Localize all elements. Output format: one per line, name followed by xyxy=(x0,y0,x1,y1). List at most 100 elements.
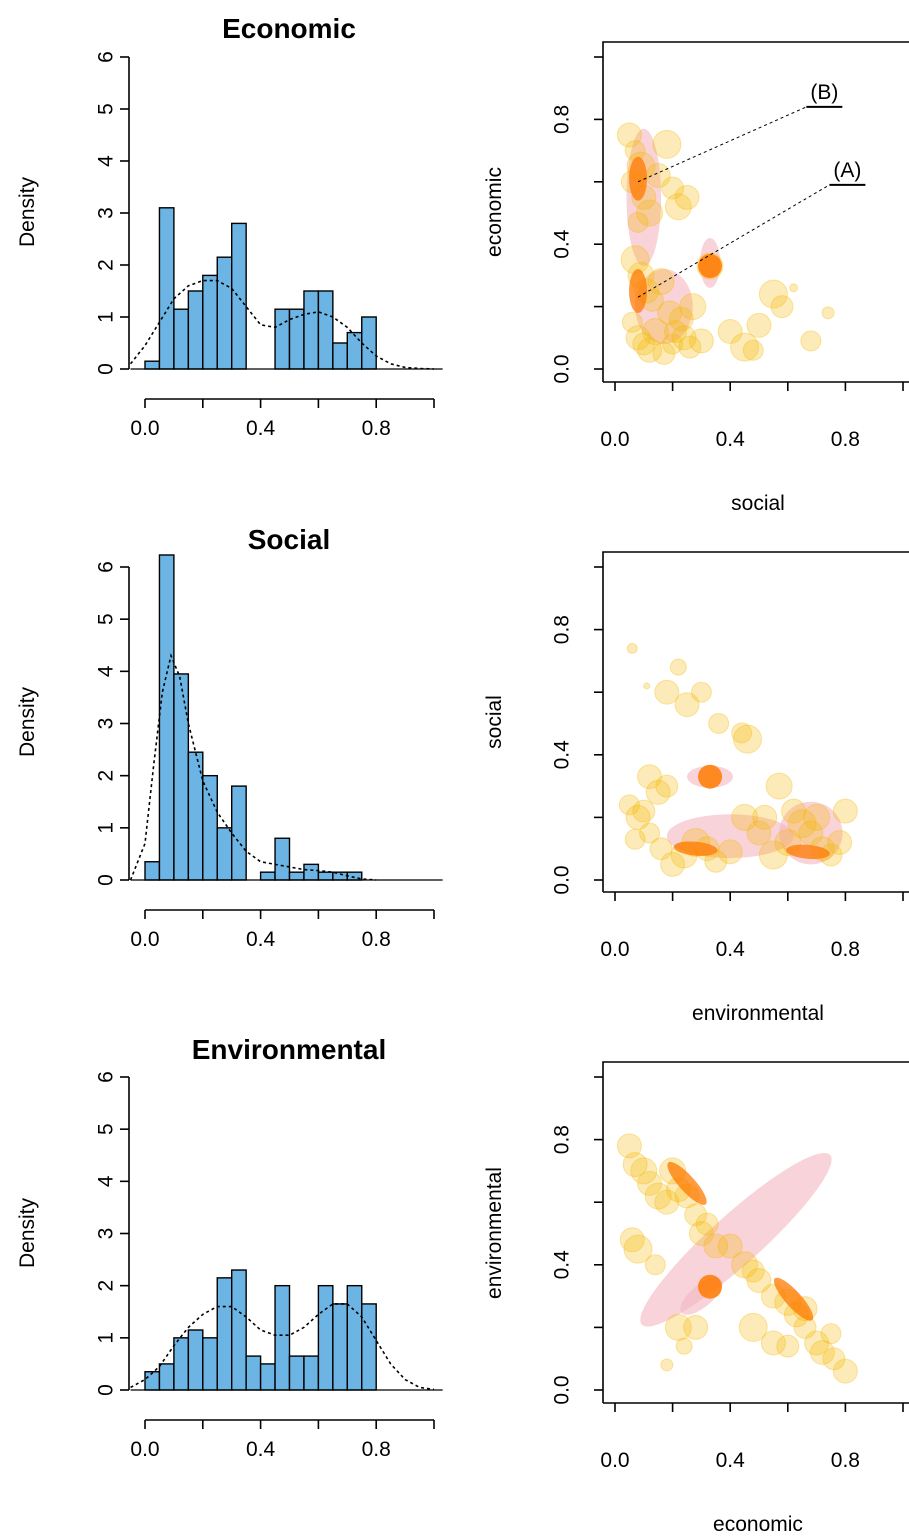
scatter-point xyxy=(637,764,663,790)
scatter-point xyxy=(625,325,651,351)
histogram-bar xyxy=(259,1363,276,1391)
y-tick-label: 0.0 xyxy=(551,354,574,383)
scatter-point xyxy=(632,799,656,823)
histogram-bar xyxy=(259,871,276,881)
scatter-panel-2: 0.0 0.4 0.8 0.0 0.4 0.8 xyxy=(551,1061,909,1472)
scatter-point xyxy=(789,283,799,293)
x-tick-label: 0.8 xyxy=(362,417,391,440)
scatter-point xyxy=(770,295,794,319)
histogram-bar xyxy=(216,827,233,881)
scatter-point xyxy=(657,300,683,326)
density-curve xyxy=(129,653,377,881)
xlabel-scatter-social: social xyxy=(731,492,785,515)
x-tick-label: 0.8 xyxy=(362,1438,391,1461)
histogram-bar xyxy=(173,673,190,881)
y-tick-label: 1 xyxy=(95,1332,118,1344)
x-tick-label: 0.0 xyxy=(130,928,159,951)
y-tick-label: 5 xyxy=(95,1123,118,1135)
scatter-point xyxy=(618,794,640,816)
x-tick-label: 0.0 xyxy=(130,1438,159,1461)
scatter-point xyxy=(717,839,743,865)
histogram-bar xyxy=(288,871,305,881)
scatter-point xyxy=(717,319,743,345)
histogram-bar xyxy=(158,1363,175,1391)
histogram-bar xyxy=(303,863,320,881)
scatter-point xyxy=(664,193,692,221)
x-tick-label: 0.4 xyxy=(716,428,746,451)
scatter-point xyxy=(760,1330,786,1356)
y-tick-label: 3 xyxy=(95,207,118,219)
scatter-point xyxy=(758,840,788,870)
scatter-point xyxy=(663,320,687,344)
histogram-bar xyxy=(158,207,175,370)
y-tick-label: 0.0 xyxy=(551,1375,574,1404)
x-tick-label: 0.4 xyxy=(246,928,276,951)
scatter-content xyxy=(616,1133,858,1384)
scatter-point xyxy=(678,335,702,359)
histogram-bar xyxy=(274,1284,291,1391)
y-tick-label: 4 xyxy=(95,155,118,167)
scatter-point xyxy=(654,1189,680,1215)
scatter-point xyxy=(695,1212,719,1236)
x-tick-label: 0.4 xyxy=(716,1449,746,1472)
scatter-point xyxy=(832,798,858,824)
y-tick-label: 0 xyxy=(95,874,118,886)
x-tick-label: 0.8 xyxy=(362,928,391,951)
y-tick-label: 0 xyxy=(95,1384,118,1396)
histogram-bar xyxy=(317,290,334,370)
y-tick-label: 6 xyxy=(95,51,118,63)
ylabel-hist-social: Density xyxy=(16,686,39,757)
scatter-point xyxy=(654,679,680,705)
scatter-point xyxy=(643,682,651,690)
scatter-point xyxy=(732,724,762,754)
y-tick-label: 2 xyxy=(95,1280,118,1292)
density-core xyxy=(673,841,718,856)
plot-frame xyxy=(602,1061,909,1403)
scatter-point xyxy=(822,1347,846,1371)
annotation-leader xyxy=(637,184,830,298)
histogram-bar xyxy=(230,222,247,370)
y-tick-label: 0.4 xyxy=(551,1250,574,1280)
y-tick-label: 0.8 xyxy=(551,1125,574,1154)
y-tick-label: 5 xyxy=(95,103,118,115)
scatter-point xyxy=(821,306,835,320)
y-tick-label: 1 xyxy=(95,822,118,834)
ylabel-scatter-economic: economic xyxy=(483,167,506,257)
x-tick-label: 0.0 xyxy=(600,938,629,961)
density-region xyxy=(635,269,693,345)
histogram-bar xyxy=(346,1284,363,1391)
histogram-bar xyxy=(361,1303,377,1391)
x-tick-label: 0.4 xyxy=(246,417,276,440)
histogram-bar xyxy=(274,837,291,881)
density-core xyxy=(629,269,648,313)
plot-frame xyxy=(602,41,909,382)
annotation-leader xyxy=(637,106,807,183)
scatter-point xyxy=(803,803,831,831)
scatter-point xyxy=(683,1314,709,1340)
scatter-point xyxy=(622,1152,648,1178)
scatter-point xyxy=(668,306,694,332)
x-tick-label: 0.0 xyxy=(600,428,629,451)
scatter-point xyxy=(669,658,687,676)
scatter-point xyxy=(644,1182,672,1210)
y-tick-label: 0.0 xyxy=(551,865,574,894)
density-core xyxy=(786,844,830,860)
histogram-bar xyxy=(303,290,320,370)
ylabel-hist-economic: Density xyxy=(16,176,39,247)
histogram-panel-0: 0.0 0.4 0.8 0 1 2 3 4 5 6 xyxy=(95,51,443,440)
scatter-point xyxy=(776,1334,800,1358)
scatter-point xyxy=(624,828,646,850)
histogram-bar xyxy=(216,256,233,370)
histogram-title-environmental: Environmental xyxy=(192,1034,386,1065)
y-tick-label: 3 xyxy=(95,718,118,730)
plot-frame xyxy=(602,551,909,892)
histogram-bar xyxy=(144,861,161,881)
scatter-point xyxy=(703,1233,729,1259)
histogram-bar xyxy=(216,1277,233,1391)
histogram-bar xyxy=(332,1303,349,1391)
histogram-bar xyxy=(346,331,363,370)
scatter-point xyxy=(690,681,712,703)
ylabel-scatter-environmental: environmental xyxy=(483,1167,506,1299)
